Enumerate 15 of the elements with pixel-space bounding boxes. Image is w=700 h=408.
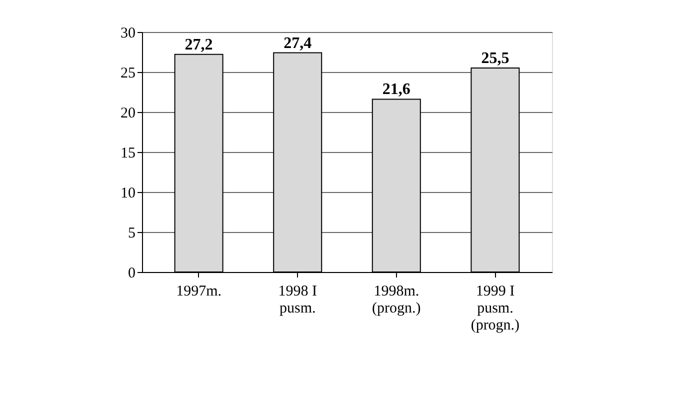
- y-tick-label: 15: [120, 146, 136, 162]
- data-label: 27,4: [284, 34, 312, 52]
- data-label: 27,2: [184, 36, 213, 54]
- x-tick-label: 1997m.: [176, 284, 222, 300]
- x-tick-label: 1998m. (progn.): [372, 284, 421, 316]
- y-tick-label: 5: [128, 226, 136, 242]
- x-tick-label: 1998 I pusm.: [278, 284, 317, 316]
- y-tick-label: 25: [120, 66, 136, 82]
- y-tick-label: 20: [120, 106, 136, 122]
- y-tick-label: 0: [128, 266, 136, 282]
- x-tick-label: 1999 I pusm. (progn.): [470, 284, 520, 334]
- y-tick-label: 10: [120, 186, 136, 202]
- data-label: 21,6: [382, 81, 410, 98]
- data-label: 25,5: [481, 50, 510, 67]
- y-tick-label: 30: [120, 26, 136, 42]
